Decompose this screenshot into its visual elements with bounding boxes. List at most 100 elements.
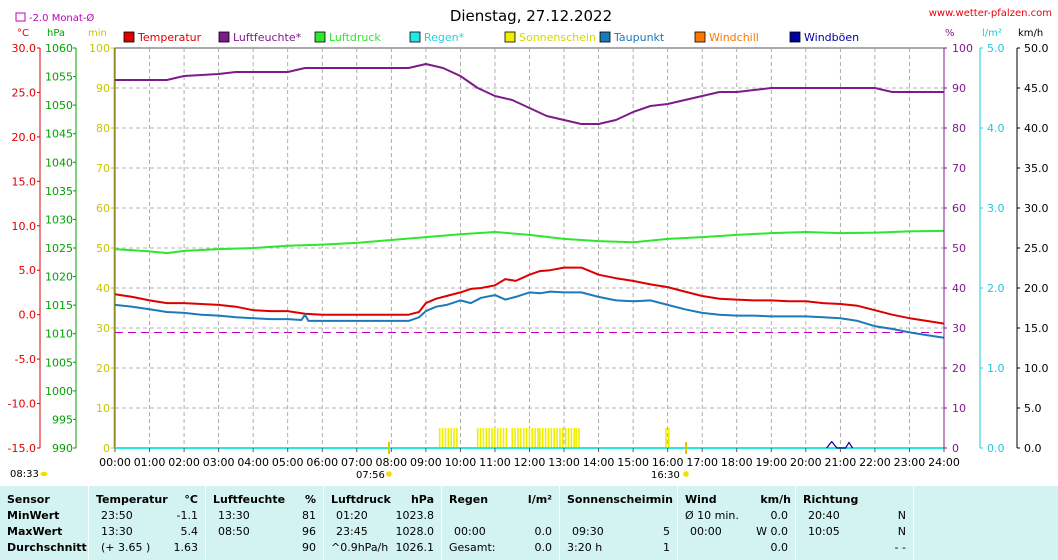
sunshine-unit: min: [649, 493, 673, 506]
direction-title: Richtung: [803, 493, 859, 506]
x-tick-label: 24:00: [928, 456, 960, 469]
tick-label-pressure_hpa: 1005: [45, 356, 73, 369]
tick-label-humidity_pct: 100: [952, 42, 973, 55]
tick-label-sun_min: 30: [96, 322, 110, 335]
sun-icon: [683, 471, 689, 477]
temperature-avg-value: 1.63: [173, 541, 199, 554]
humidity-min-value: 81: [302, 509, 316, 522]
wind-unit: km/h: [760, 493, 791, 506]
tick-label-temp_c: -10.0: [8, 398, 36, 411]
col-rain: Regen l/m² 00:00 0.0 Gesamt: 0.0: [441, 486, 560, 560]
temperature-min-time: 23:50: [101, 509, 133, 522]
tick-label-rain_lm2: 5.0: [987, 42, 1005, 55]
direction-min-value: N: [897, 509, 906, 522]
x-tick-label: 19:00: [755, 456, 787, 469]
temperature-unit: °C: [184, 493, 198, 506]
legend-label: Windchill: [709, 31, 759, 44]
x-tick-label: 12:00: [514, 456, 546, 469]
tick-label-temp_c: 20.0: [12, 131, 37, 144]
tick-label-pressure_hpa: 1030: [45, 213, 73, 226]
x-tick-label: 18:00: [721, 456, 753, 469]
tick-label-sun_min: 70: [96, 162, 110, 175]
x-tick-label: 23:00: [894, 456, 926, 469]
tick-label-wind_kmh: 50.0: [1024, 42, 1049, 55]
tick-label-rain_lm2: 2.0: [987, 282, 1005, 295]
x-tick-label: 11:00: [479, 456, 511, 469]
humidity-min-time: 13:30: [218, 509, 250, 522]
col-direction: Richtung 20:40 N 10:05 N - -: [795, 486, 914, 560]
tick-label-wind_kmh: 5.0: [1024, 402, 1042, 415]
sunshine-max-time: 09:30: [572, 525, 604, 538]
humidity-max-time: 08:50: [218, 525, 250, 538]
series-luftfeuchte: [115, 63, 944, 125]
temperature-max-value: 5.4: [180, 525, 199, 538]
humidity-title: Luftfeuchte: [213, 493, 286, 506]
x-tick-label: 16:00: [652, 456, 684, 469]
legend-label: Temperatur: [137, 31, 202, 44]
rain-total-value: 0.0: [534, 541, 553, 554]
tick-label-humidity_pct: 90: [952, 82, 966, 95]
legend-swatch: [694, 31, 706, 43]
series-luftdruck: [114, 229, 945, 255]
tick-label-temp_c: -5.0: [15, 353, 36, 366]
direction-max-time: 10:05: [808, 525, 840, 538]
legend-label: Windböen: [804, 31, 859, 44]
monthly-avg-swatch: [15, 12, 26, 22]
pressure-unit: hPa: [410, 493, 434, 506]
tick-label-temp_c: 5.0: [19, 264, 37, 277]
weather-chart: -15.0 -10.0 -5.0 0.0 5.0 10.0 15.0 20.0 25.0 30.0…: [7, 7, 1052, 481]
tick-label-temp_c: 10.0: [12, 220, 37, 233]
sunrise-time: 08:33: [10, 469, 39, 480]
sunset-tick-marker: 16:30: [651, 470, 689, 481]
wind-max-time: 00:00: [690, 525, 722, 538]
sunshine-bars: [438, 428, 670, 448]
direction-min-time: 20:40: [808, 509, 840, 522]
x-tick-label: 14:00: [583, 456, 615, 469]
tick-label-pressure_hpa: 1010: [45, 328, 73, 341]
tick-label-pressure_hpa: 1025: [45, 242, 73, 255]
tick-label-pressure_hpa: 1055: [45, 71, 73, 84]
x-tick-label: 20:00: [790, 456, 822, 469]
tick-label-humidity_pct: 10: [952, 402, 966, 415]
direction-avg-value: - -: [894, 541, 906, 554]
monthly-avg-label: -2.0 Monat-Ø: [29, 12, 94, 24]
wind-title: Wind: [685, 493, 717, 506]
pressure-title: Luftdruck: [331, 493, 391, 506]
legend-swatch: [789, 31, 801, 43]
sunshine-max-value: 5: [663, 525, 670, 538]
tick-label-pressure_hpa: 990: [52, 442, 73, 455]
unit-hpa: hPa: [47, 28, 65, 39]
legend-swatch: [314, 31, 326, 43]
tick-label-sun_min: 90: [96, 82, 110, 95]
series-temperatur: [114, 266, 945, 325]
temperature-min-value: -1.1: [176, 509, 198, 522]
x-tick-label: 07:00: [341, 456, 373, 469]
pressure-avg-value: 1026.1: [395, 541, 435, 554]
tick-label-wind_kmh: 0.0: [1024, 442, 1042, 455]
unit-celsius: °C: [17, 28, 29, 39]
tick-label-sun_min: 0: [103, 442, 110, 455]
tick-label-wind_kmh: 40.0: [1024, 122, 1049, 135]
direction-max-value: N: [897, 525, 906, 538]
sunshine-title: Sonnenschein: [567, 493, 654, 506]
grid: [115, 48, 944, 448]
unit-percent: %: [945, 28, 955, 39]
tick-label-pressure_hpa: 1020: [45, 271, 73, 284]
tick-label-sun_min: 50: [96, 242, 110, 255]
site-link[interactable]: www.wetter-pfalzen.com: [929, 8, 1052, 19]
tick-label-temp_c: 0.0: [19, 309, 37, 322]
tick-label-pressure_hpa: 1000: [45, 385, 73, 398]
rain-total-label: Gesamt:: [449, 541, 496, 554]
wind-max-value: W 0.0: [756, 525, 788, 538]
temperature-avg-note: (+ 3.65 ): [101, 541, 151, 554]
tick-label-sun_min: 60: [96, 202, 110, 215]
wind-avg10-label: Ø 10 min.: [685, 509, 739, 522]
tick-label-sun_min: 10: [96, 402, 110, 415]
tick-label-humidity_pct: 50: [952, 242, 966, 255]
tick-label-temp_c: -15.0: [8, 442, 36, 455]
x-tick-label: 04:00: [237, 456, 269, 469]
sun-icon: [40, 471, 48, 477]
sunrise-tick-marker: 07:56: [356, 470, 392, 481]
tick-label-wind_kmh: 45.0: [1024, 82, 1049, 95]
tick-label-wind_kmh: 25.0: [1024, 242, 1049, 255]
